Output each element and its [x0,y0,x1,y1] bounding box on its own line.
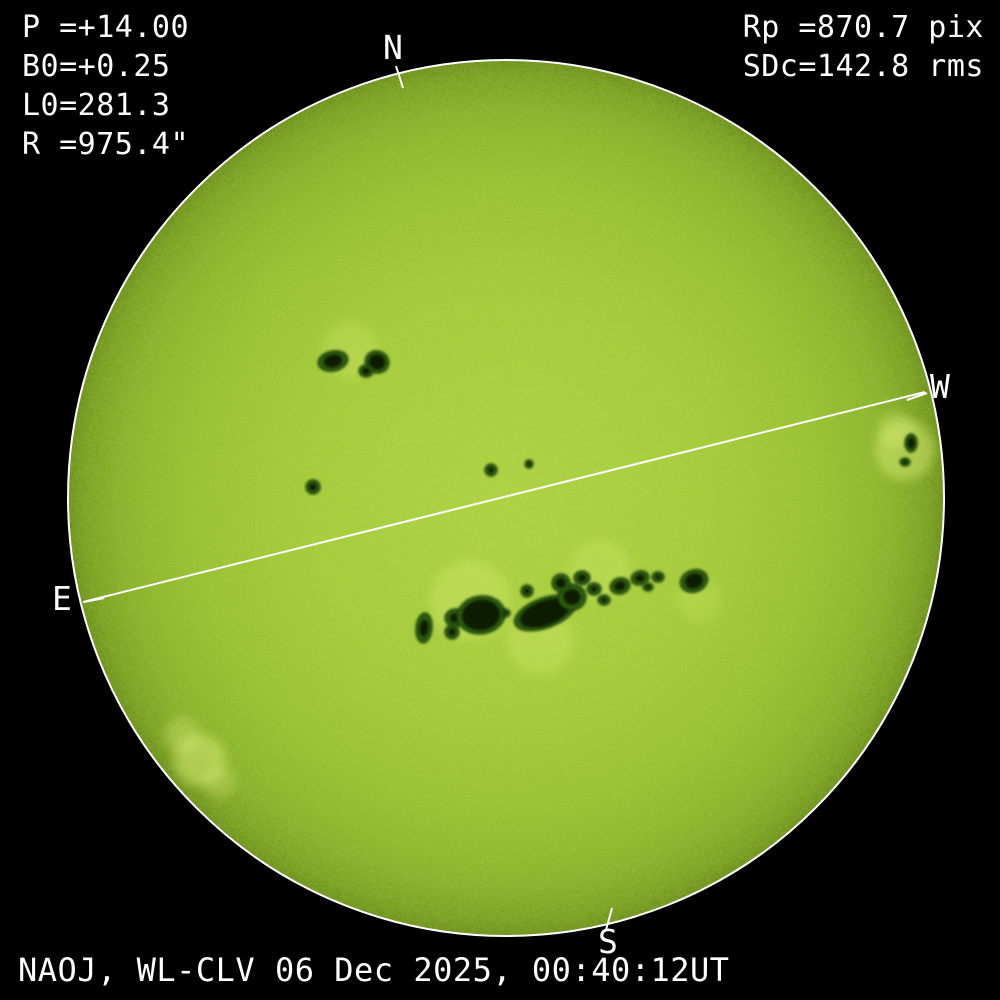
sunspot [573,570,591,586]
west-tick [906,392,928,401]
sunspot-umbra [524,588,530,594]
sunspot-umbra [309,483,317,491]
sunspot [358,364,374,378]
sunspot [586,582,602,596]
sunspot [456,595,506,635]
sunspot-umbra [368,354,386,370]
footer-caption: NAOJ, WL-CLV 06 Dec 2025, 00:40:12UT [18,951,730,990]
sunspot [651,571,665,583]
sunspots-layer [305,350,918,644]
sunspot [524,459,534,469]
sunspot-umbra [563,589,581,605]
cardinal-label-east: E [52,579,72,618]
cardinal-tick-marks [83,65,928,931]
sunspot [679,569,709,593]
sunspot [499,608,511,618]
sunspot-umbra [419,619,429,637]
sunspot [609,577,631,595]
sunspot-umbra [488,467,494,473]
cardinal-label-north: N [383,28,403,67]
sunspot-umbra [590,586,598,592]
sunspot [484,463,498,477]
sunspot [597,594,611,606]
limb-outline-circle [67,59,945,937]
sunspot-umbra [685,573,703,589]
sunspot-umbra [578,574,586,582]
sunspot [551,573,571,593]
facula-patch [164,717,200,753]
sunspot-umbra [502,611,508,615]
sunspot [520,584,534,598]
sunspot-umbra [635,574,645,582]
sunspot [444,624,460,640]
sunspot-umbra [614,581,626,591]
south-tick [605,907,613,931]
header-parameters-left: P =+14.00 B0=+0.25 L0=281.3 R =975.4" [22,10,190,162]
solar-equator-line [82,391,926,603]
sunspot-umbra [323,354,343,368]
sunspot-umbra [902,460,908,464]
sunspot [415,612,433,644]
sunspot-umbra [556,578,566,588]
cardinal-label-south: S [598,922,618,961]
east-tick [83,597,105,603]
sunspot-umbra [448,628,456,636]
cardinal-label-west: W [930,367,950,406]
sunspot-umbra [362,367,370,375]
sunspot-umbra [655,575,661,579]
sunspot [305,479,321,495]
sunspot [630,570,650,586]
north-tick [395,65,404,89]
sunspot-umbra [527,462,531,466]
facula-patch [204,766,236,798]
sunspot [642,582,654,592]
sunspot-umbra [646,585,650,589]
sunspot [317,350,349,372]
sunspot [899,457,911,467]
sunspot-umbra [461,599,501,631]
sunspot-umbra [601,597,607,603]
sunspot [904,433,918,453]
solar-disk [68,60,944,936]
header-parameters-right: Rp =870.7 pix SDc=142.8 rms [742,10,984,84]
sunspot-umbra [907,437,915,449]
sunspot-umbra [520,598,570,628]
